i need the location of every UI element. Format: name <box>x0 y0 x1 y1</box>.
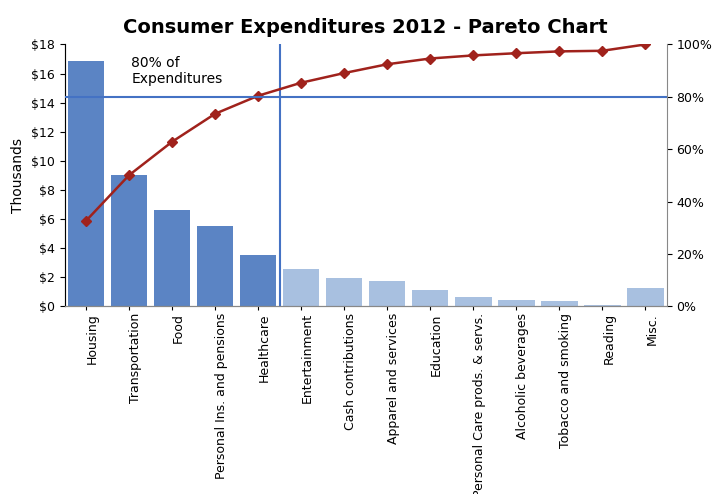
Bar <box>282 269 320 306</box>
Title: Consumer Expenditures 2012 - Pareto Chart: Consumer Expenditures 2012 - Pareto Char… <box>123 18 608 38</box>
Text: 80% of
Expenditures: 80% of Expenditures <box>131 56 222 86</box>
Y-axis label: Thousands: Thousands <box>11 138 25 213</box>
Bar <box>541 301 578 306</box>
Bar <box>498 300 534 306</box>
Bar <box>67 61 105 306</box>
Bar <box>455 297 492 306</box>
Bar <box>196 226 234 306</box>
Bar <box>369 281 406 306</box>
Bar <box>584 305 620 306</box>
Bar <box>412 289 449 306</box>
Bar <box>326 279 363 306</box>
Bar <box>627 288 663 306</box>
Bar <box>239 254 277 306</box>
Bar <box>110 175 148 306</box>
Bar <box>153 210 191 306</box>
